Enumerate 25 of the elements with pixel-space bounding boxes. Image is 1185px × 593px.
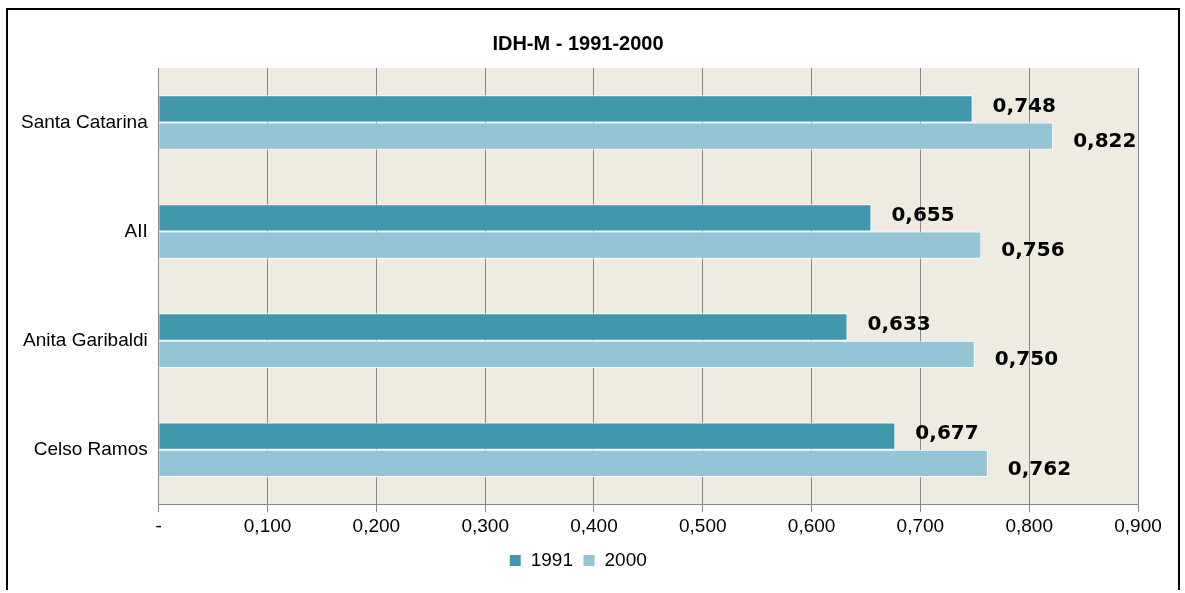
data-label: 0,633 <box>867 311 931 336</box>
x-tick-label: 0,100 <box>243 514 292 536</box>
data-label: 0,762 <box>1007 455 1072 480</box>
x-tick-label: 0,200 <box>352 514 401 536</box>
y-tick-label: Celso Ramos <box>33 437 148 459</box>
data-label: 0,677 <box>915 420 979 445</box>
legend-label: 2000 <box>604 548 647 570</box>
x-tick-label: - <box>155 514 162 536</box>
x-tick-label: 0,700 <box>896 514 945 536</box>
y-tick-label: Anita Garibaldi <box>23 328 148 350</box>
x-tick-label: 0,400 <box>570 514 618 536</box>
data-label: 0,748 <box>992 93 1056 118</box>
legend-label: 1991 <box>530 548 574 570</box>
x-tick-label: 0,500 <box>679 514 727 536</box>
data-label: 0,822 <box>1073 128 1137 153</box>
x-tick-label: 0,800 <box>1005 514 1053 536</box>
x-tick-label: 0,600 <box>787 514 836 536</box>
data-label: 0,655 <box>891 202 955 227</box>
x-tick-label: 0,900 <box>1114 514 1162 536</box>
y-tick-label: AII <box>124 219 148 241</box>
chart-title: IDH-M - 1991-2000 <box>492 31 664 54</box>
data-label: 0,750 <box>994 346 1059 371</box>
y-tick-label: Santa Catarina <box>21 110 149 132</box>
data-label: 0,756 <box>1001 237 1065 262</box>
x-tick-label: 0,300 <box>461 514 509 536</box>
